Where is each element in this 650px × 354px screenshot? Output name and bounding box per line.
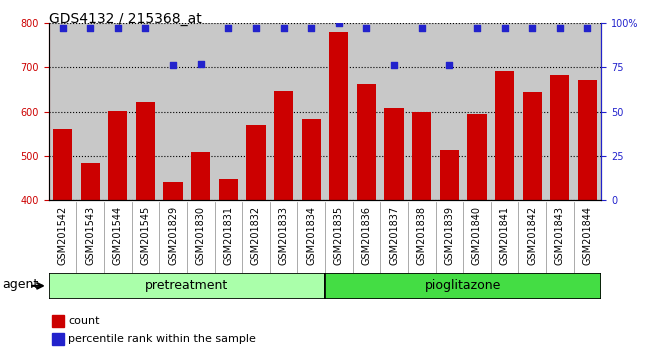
- Bar: [550, 75, 569, 354]
- Bar: [384, 108, 404, 354]
- Text: GSM201842: GSM201842: [527, 206, 537, 265]
- FancyBboxPatch shape: [325, 273, 601, 299]
- Bar: [329, 32, 348, 354]
- Text: GSM201832: GSM201832: [251, 206, 261, 265]
- Point: [251, 25, 261, 31]
- Text: GSM201544: GSM201544: [113, 206, 123, 265]
- Point: [472, 25, 482, 31]
- Point: [278, 25, 289, 31]
- Bar: [467, 114, 487, 354]
- Point: [112, 25, 123, 31]
- Point: [444, 63, 454, 68]
- Point: [417, 25, 427, 31]
- Point: [168, 63, 178, 68]
- Text: GSM201837: GSM201837: [389, 206, 399, 265]
- Point: [389, 63, 399, 68]
- Point: [140, 25, 151, 31]
- Text: GSM201839: GSM201839: [445, 206, 454, 265]
- Text: GSM201833: GSM201833: [279, 206, 289, 265]
- Text: GSM201829: GSM201829: [168, 206, 178, 265]
- Bar: [53, 129, 72, 354]
- Bar: [523, 92, 542, 354]
- Point: [57, 25, 68, 31]
- Bar: [495, 71, 514, 354]
- Text: GSM201830: GSM201830: [196, 206, 205, 265]
- Point: [554, 25, 565, 31]
- Text: pretreatment: pretreatment: [145, 279, 229, 292]
- Text: GSM201844: GSM201844: [582, 206, 592, 265]
- Point: [499, 25, 510, 31]
- Point: [196, 61, 206, 67]
- Text: GSM201840: GSM201840: [472, 206, 482, 265]
- Point: [85, 25, 96, 31]
- Bar: [412, 112, 432, 354]
- Point: [333, 20, 344, 26]
- Text: GSM201543: GSM201543: [85, 206, 95, 265]
- Bar: [578, 80, 597, 354]
- Bar: [274, 91, 293, 354]
- Point: [361, 25, 372, 31]
- Text: GSM201841: GSM201841: [500, 206, 510, 265]
- Bar: [246, 125, 266, 354]
- Text: GSM201831: GSM201831: [224, 206, 233, 265]
- Point: [582, 25, 593, 31]
- Bar: [191, 152, 211, 354]
- Bar: [51, 333, 64, 345]
- Point: [527, 25, 538, 31]
- Bar: [51, 315, 64, 327]
- Bar: [439, 150, 459, 354]
- Bar: [108, 111, 127, 354]
- Text: GSM201838: GSM201838: [417, 206, 426, 265]
- Text: GSM201843: GSM201843: [555, 206, 565, 265]
- Text: GSM201542: GSM201542: [58, 206, 68, 265]
- Point: [306, 25, 317, 31]
- Bar: [218, 179, 238, 354]
- Text: GSM201835: GSM201835: [334, 206, 344, 265]
- Text: agent: agent: [3, 278, 39, 291]
- Bar: [81, 163, 100, 354]
- Text: GDS4132 / 215368_at: GDS4132 / 215368_at: [49, 12, 202, 27]
- Text: count: count: [68, 316, 99, 326]
- FancyBboxPatch shape: [49, 273, 325, 299]
- Bar: [302, 119, 321, 354]
- Text: GSM201545: GSM201545: [140, 206, 150, 265]
- Text: GSM201834: GSM201834: [306, 206, 316, 265]
- Text: percentile rank within the sample: percentile rank within the sample: [68, 334, 256, 344]
- Point: [223, 25, 233, 31]
- Bar: [163, 182, 183, 354]
- Text: GSM201836: GSM201836: [361, 206, 371, 265]
- Text: pioglitazone: pioglitazone: [425, 279, 501, 292]
- Bar: [136, 102, 155, 354]
- Bar: [357, 84, 376, 354]
